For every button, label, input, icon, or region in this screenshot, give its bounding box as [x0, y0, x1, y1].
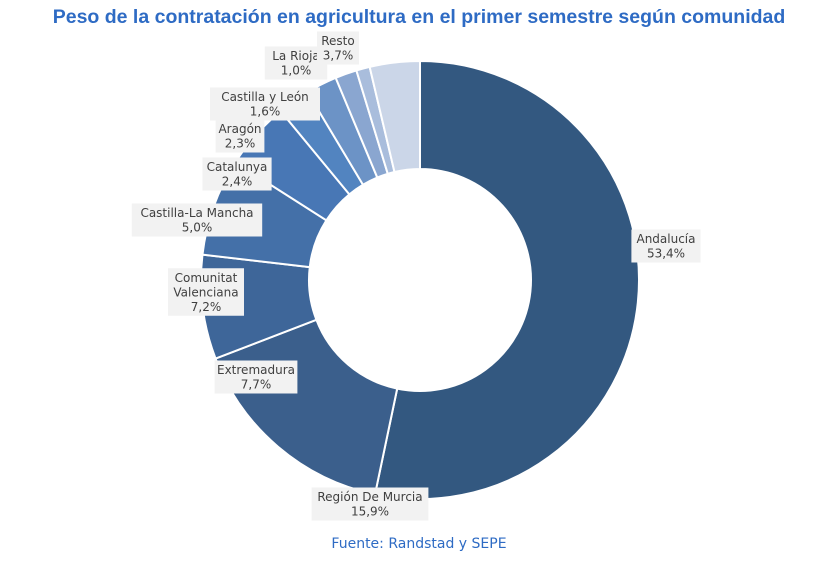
- label-box: [311, 487, 429, 521]
- label-value: 7,7%: [241, 378, 272, 392]
- label-box: [215, 119, 265, 153]
- label-name: Castilla-La Mancha: [140, 206, 253, 220]
- label-name: Comunitat: [175, 271, 238, 285]
- slices-layer: [200, 59, 640, 500]
- label-box: [168, 268, 244, 316]
- label-box: [131, 203, 263, 237]
- label-value: 2,3%: [225, 137, 256, 151]
- slice-resto: [368, 59, 421, 174]
- label-name: Castilla y León: [221, 90, 309, 104]
- label-box: [317, 31, 359, 65]
- chart-source: Fuente: Randstad y SEPE: [331, 536, 507, 552]
- label-value: 15,9%: [351, 505, 389, 519]
- label-name: Andalucía: [636, 232, 695, 246]
- label-name: Región De Murcia: [317, 490, 422, 504]
- label-value: 2,4%: [222, 175, 253, 189]
- label-name: Catalunya: [207, 160, 268, 174]
- label-value: 1,6%: [250, 105, 281, 119]
- label-value: 3,7%: [323, 49, 354, 63]
- label-box: [214, 360, 298, 394]
- label-name: Valenciana: [173, 285, 238, 299]
- label-value: 1,0%: [281, 64, 312, 78]
- label-value: 5,0%: [182, 221, 213, 235]
- label-name: Resto: [321, 34, 354, 48]
- label-box: [210, 87, 320, 121]
- label-name: La Rioja: [272, 49, 320, 63]
- label-value: 7,2%: [191, 300, 222, 314]
- slice-andalucía: [373, 59, 640, 500]
- label-box: [264, 46, 328, 80]
- label-box: [631, 229, 701, 263]
- chart-title: Peso de la contratación en agricultura e…: [52, 6, 786, 28]
- label-name: Extremadura: [217, 363, 295, 377]
- label-box: [202, 157, 272, 191]
- label-name: Aragón: [218, 122, 261, 136]
- label-value: 53,4%: [647, 247, 685, 261]
